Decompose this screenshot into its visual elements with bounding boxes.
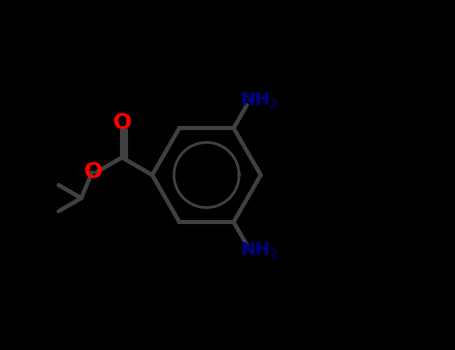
Text: NH$_2$: NH$_2$ — [240, 90, 278, 110]
Text: O: O — [84, 162, 103, 182]
Text: O: O — [112, 113, 131, 133]
Text: NH$_2$: NH$_2$ — [240, 240, 278, 260]
